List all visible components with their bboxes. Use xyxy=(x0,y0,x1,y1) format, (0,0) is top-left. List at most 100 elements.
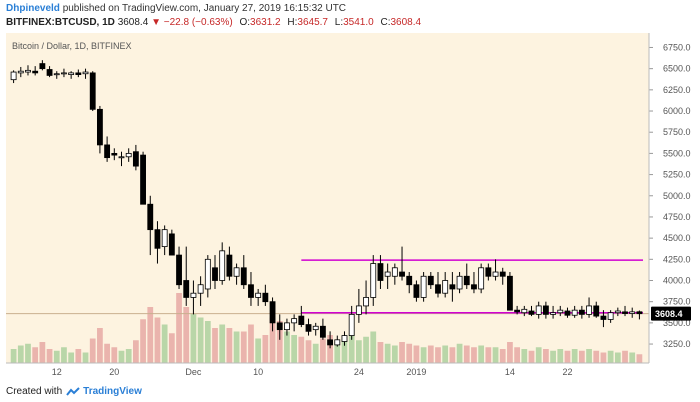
candle-body xyxy=(399,271,405,277)
candle-body xyxy=(348,313,355,336)
candle-body xyxy=(471,284,477,290)
volume-bar xyxy=(46,349,53,363)
candle-body xyxy=(183,280,190,298)
volume-bar xyxy=(355,340,362,363)
candle-body xyxy=(190,292,197,298)
volume-bar xyxy=(140,319,146,363)
volume-bar xyxy=(168,333,175,363)
volume-bar xyxy=(543,349,549,363)
candle-body xyxy=(334,339,341,346)
candle-body xyxy=(61,72,67,75)
volume-bar xyxy=(118,350,125,363)
candle-body xyxy=(363,297,369,307)
candle-body xyxy=(17,70,24,74)
candle-body xyxy=(89,72,96,110)
volume-bar xyxy=(571,349,578,363)
volume-bar xyxy=(226,328,233,363)
volume-bar xyxy=(471,347,477,363)
volume-bar xyxy=(82,352,89,363)
volume-bar xyxy=(197,317,204,363)
publish-info: Dhpineveld published on TradingView.com,… xyxy=(6,3,346,14)
volume-bar xyxy=(370,331,377,363)
candle-body xyxy=(550,312,557,315)
candle-body xyxy=(240,267,247,286)
volume-bar xyxy=(190,314,197,363)
volume-bar xyxy=(212,328,218,363)
author-link[interactable]: Dhpineveld xyxy=(6,3,60,14)
candle-body xyxy=(140,154,146,205)
candle-body xyxy=(212,267,218,281)
candle-body xyxy=(542,305,549,315)
candle-body xyxy=(377,263,384,281)
volume-bar xyxy=(435,347,441,363)
x-tick-label: 22 xyxy=(562,367,572,377)
volume-bar xyxy=(53,350,60,363)
candle-body xyxy=(197,284,204,294)
candle-body xyxy=(176,254,182,286)
candle-body xyxy=(248,284,254,298)
volume-bar xyxy=(39,342,46,363)
volume-bar xyxy=(406,343,413,363)
candle-body xyxy=(427,275,434,286)
x-tick-label: 2019 xyxy=(406,367,426,377)
volume-bar xyxy=(586,349,592,363)
volume-bar xyxy=(377,342,384,363)
open-value: 3631.2 xyxy=(250,17,281,28)
volume-bar xyxy=(463,345,470,363)
footer: Created with TradingView xyxy=(6,386,142,397)
candle-body xyxy=(622,311,628,314)
volume-bar xyxy=(550,350,556,363)
candle-body xyxy=(82,71,89,75)
volume-bar xyxy=(233,331,240,363)
volume-bar xyxy=(578,350,585,363)
volume-bar xyxy=(248,324,254,363)
candle-body xyxy=(485,267,492,277)
candle-body xyxy=(53,73,60,76)
x-tick-label: 24 xyxy=(354,367,364,377)
volume-bar xyxy=(125,349,132,363)
y-tick-label: 5500.0 xyxy=(663,148,691,158)
volume-bar xyxy=(629,352,636,363)
chart-area[interactable]: 6750.0 6500.0 6250.0 6000.0 5750.0 5500.0 5250… xyxy=(6,33,694,379)
y-tick-label: 3250.0 xyxy=(663,339,691,349)
current-price-tag xyxy=(651,306,691,321)
volume-bar xyxy=(240,331,247,363)
candle-body xyxy=(478,267,485,290)
candle-body xyxy=(132,151,139,167)
candle-body xyxy=(384,271,391,277)
symbol-name[interactable]: BITFINEX:BTCUSD, 1D xyxy=(6,17,115,28)
volume-bar xyxy=(334,342,341,363)
volume-bar xyxy=(607,350,614,363)
volume-bar xyxy=(614,352,621,363)
last-price: 3608.4 xyxy=(117,17,149,28)
volume-bar xyxy=(413,345,420,363)
candle-body xyxy=(147,203,154,231)
candle-body xyxy=(39,63,46,70)
candle-body xyxy=(68,72,75,75)
volume-bar xyxy=(600,352,607,363)
high-label: H: xyxy=(287,17,298,28)
candle-body xyxy=(319,325,326,338)
volume-bar xyxy=(17,345,24,363)
y-tick-label: 4750.0 xyxy=(663,212,691,222)
close-value: 3608.4 xyxy=(390,17,422,28)
y-tick-label: 4500.0 xyxy=(663,233,691,243)
y-tick-label: 3750.0 xyxy=(663,297,691,307)
candlestick-chart[interactable]: 6750.0 6500.0 6250.0 6000.0 5750.0 5500.0 5250… xyxy=(6,33,694,379)
close-label: C: xyxy=(380,17,391,28)
volume-bar xyxy=(348,333,355,363)
volume-bar xyxy=(492,347,499,363)
y-tick-label: 6250.0 xyxy=(663,85,691,95)
candle-body xyxy=(586,305,592,315)
candle-body xyxy=(284,322,290,331)
tradingview-brand[interactable]: TradingView xyxy=(83,386,142,397)
volume-bar xyxy=(291,335,298,363)
volume-bar xyxy=(485,347,492,363)
published-text: published on TradingView.com, January 27… xyxy=(62,3,347,14)
candle-body xyxy=(355,305,362,315)
candle-body xyxy=(291,318,298,324)
candle-body xyxy=(370,263,377,298)
volume-bar xyxy=(255,338,262,363)
volume-bar xyxy=(636,354,643,363)
volume-bar xyxy=(363,336,369,363)
